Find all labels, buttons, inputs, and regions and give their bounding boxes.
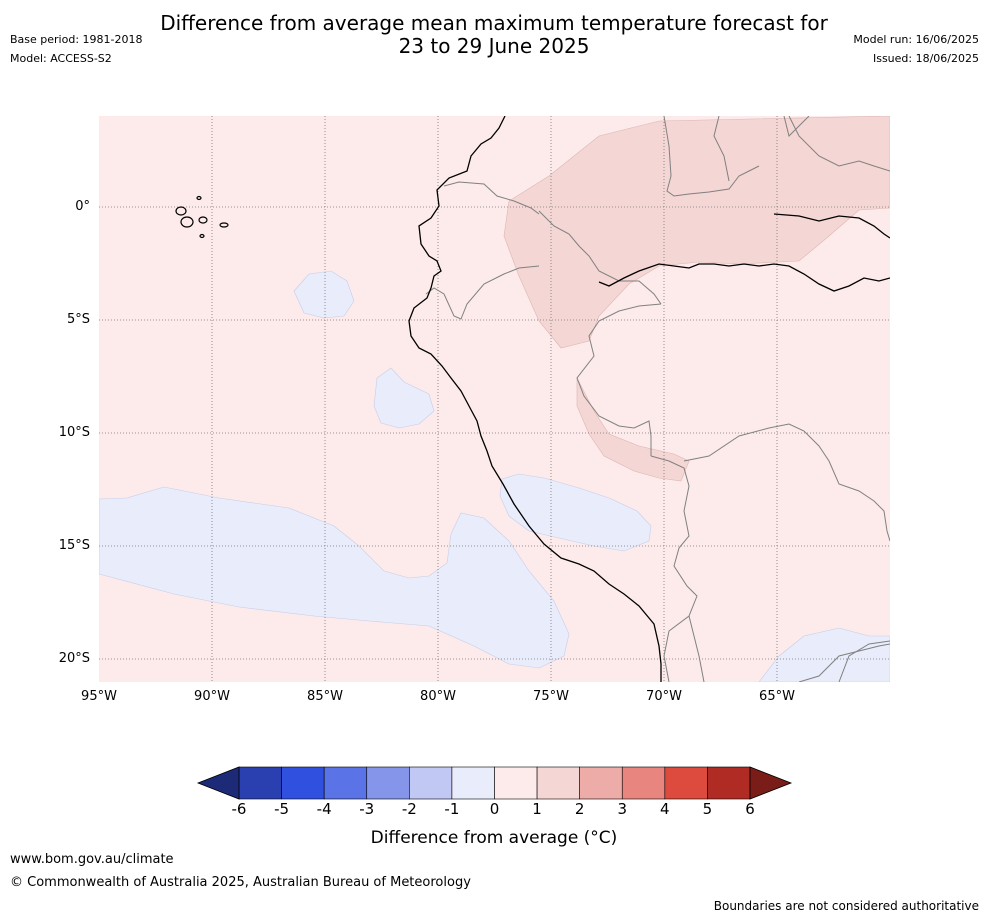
border-venezuela-brazil: [663, 116, 760, 197]
colorbar-tick-label: -5: [274, 800, 290, 818]
colorbar-cell: [281, 766, 325, 800]
lat-label-15s: 15°S: [58, 538, 90, 553]
warm-anomaly-region-north: [503, 116, 890, 349]
colorbar-label: Difference from average (°C): [370, 828, 618, 848]
colorbar-tick-label: 2: [574, 800, 585, 818]
disclaimer-text: Boundaries are not considered authoritat…: [713, 899, 979, 913]
galapagos-islands: [175, 195, 229, 239]
model-run-text: Model run: 16/06/2025: [853, 33, 979, 46]
colorbar-tick-label: 4: [660, 800, 670, 818]
colorbar-tick-label: -2: [401, 800, 417, 818]
lat-label-0: 0°: [75, 199, 90, 214]
border-bolivia-paraguay: [798, 643, 890, 682]
colorbar: [196, 766, 793, 800]
island-2: [180, 216, 194, 228]
border-bolivia-brazil: [683, 423, 890, 542]
copyright-text: © Commonwealth of Australia 2025, Austra…: [10, 875, 471, 890]
border-colombia-peru-brazil: [538, 210, 662, 305]
colorbar-tick-label: 1: [532, 800, 542, 818]
lon-label-65w: 65°W: [759, 689, 795, 704]
cool-anomaly-region-5: [758, 627, 890, 682]
colorbar-cell: [494, 766, 538, 800]
colorbar-tick-label: 5: [702, 800, 713, 818]
base-period-text: Base period: 1981-2018: [10, 33, 143, 46]
cool-anomaly-region-3: [99, 486, 570, 669]
warm-anomaly-region-south: [576, 377, 690, 482]
map-title: Difference from average mean maximum tem…: [0, 12, 988, 58]
coast-pacific: [408, 116, 662, 682]
coastlines: [408, 116, 890, 682]
colorbar-cell: [621, 766, 666, 800]
lat-label-10s: 10°S: [58, 425, 90, 440]
meta-right: Model run: 16/06/2025 Issued: 18/06/2025: [853, 30, 979, 68]
border-colombia-ecuador: [443, 181, 540, 215]
colorbar-cell: [536, 766, 580, 800]
island-6: [196, 195, 202, 201]
border-chile-argentina: [688, 615, 705, 682]
colorbar-tick-label: 6: [745, 800, 755, 818]
model-text: Model: ACCESS-S2: [10, 52, 112, 65]
forecast-map: [99, 116, 890, 682]
lon-label-85w: 85°W: [307, 689, 343, 704]
border-ecuador-peru: [425, 265, 540, 320]
colorbar-tick-label: -3: [359, 800, 375, 818]
colorbar-cell: [366, 766, 410, 800]
colorbar-tick-label: -6: [231, 800, 247, 818]
lon-label-70w: 70°W: [646, 689, 682, 704]
colorbar-cell: [451, 766, 495, 800]
island-4: [219, 222, 229, 228]
colorbar-cell: [238, 766, 282, 800]
cool-anomaly-region-2: [373, 367, 435, 429]
colorbar-tick-label: -4: [316, 800, 332, 818]
lon-label-90w: 90°W: [194, 689, 230, 704]
colorbar-under-triangle: [196, 766, 240, 800]
colorbar-cells: [238, 766, 751, 800]
coast-amazon: [773, 213, 890, 239]
coast-caribbean: [598, 263, 890, 292]
issued-text: Issued: 18/06/2025: [872, 52, 979, 65]
border-guyana: [788, 116, 890, 172]
border-peru-brazil: [576, 303, 662, 456]
island-5: [199, 233, 205, 239]
colorbar-over-triangle: [749, 766, 793, 800]
colorbar-tick-label: 0: [489, 800, 500, 818]
gridlines: [99, 116, 890, 682]
colorbar-cell: [323, 766, 368, 800]
colorbar-tick-label: -1: [444, 800, 460, 818]
lon-label-95w: 95°W: [81, 689, 117, 704]
island-3: [198, 216, 208, 224]
border-paraguay: [838, 640, 890, 682]
website-text: www.bom.gov.au/climate: [10, 852, 174, 867]
lon-label-80w: 80°W: [420, 689, 456, 704]
title-line-2: 23 to 29 June 2025: [398, 34, 590, 58]
lat-label-20s: 20°S: [58, 651, 90, 666]
border-guyana-2: [783, 116, 810, 137]
title-line-1: Difference from average mean maximum tem…: [160, 11, 828, 35]
colorbar-cell: [409, 766, 453, 800]
island-1: [175, 206, 187, 216]
cool-anomaly-region-1: [293, 270, 355, 319]
colorbar-cell: [707, 766, 751, 800]
lat-label-5s: 5°S: [66, 312, 90, 327]
meta-left: Base period: 1981-2018 Model: ACCESS-S2: [10, 30, 142, 68]
colorbar-cell: [664, 766, 708, 800]
border-peru-bolivia: [650, 455, 698, 682]
colorbar-cell: [579, 766, 623, 800]
country-borders: [425, 116, 890, 682]
cool-anomaly-region-4: [499, 473, 652, 552]
lon-label-75w: 75°W: [533, 689, 569, 704]
border-venezuela-north: [713, 116, 730, 182]
colorbar-tick-label: 3: [617, 800, 628, 818]
